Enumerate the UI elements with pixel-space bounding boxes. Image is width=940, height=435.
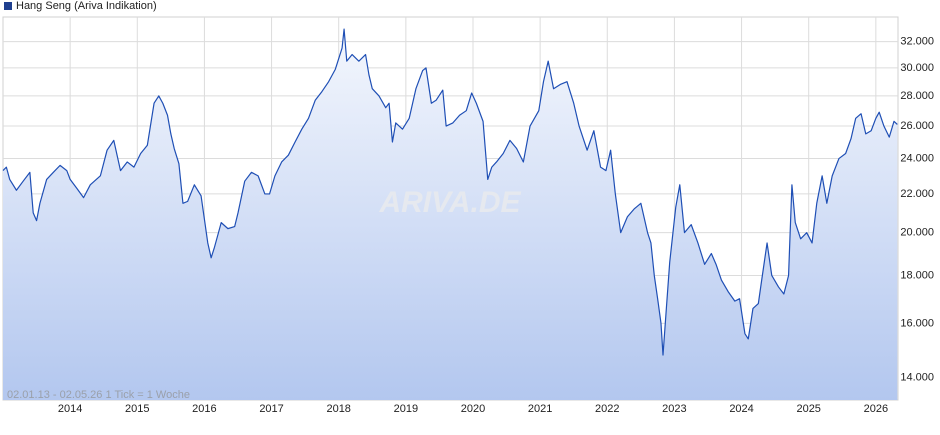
- date-range-note: 02.01.13 - 02.05.26 1 Tick = 1 Woche: [7, 389, 190, 401]
- x-tick-label: 2023: [662, 403, 686, 415]
- price-line: [2, 28, 898, 356]
- x-tick-label: 2021: [528, 403, 552, 415]
- y-tick-label: 30.000: [900, 62, 934, 74]
- x-tick-label: 2020: [461, 403, 485, 415]
- y-tick-label: 20.000: [900, 227, 934, 239]
- area-fill: [3, 29, 898, 400]
- y-tick-label: 28.000: [900, 90, 934, 102]
- x-tick-label: 2018: [326, 403, 350, 415]
- x-tick-label: 2026: [864, 403, 888, 415]
- y-tick-label: 16.000: [900, 317, 934, 329]
- y-tick-label: 24.000: [900, 152, 934, 164]
- y-tick-label: 22.000: [900, 188, 934, 200]
- watermark: ARIVA.DE: [378, 186, 521, 219]
- x-tick-label: 2017: [259, 403, 283, 415]
- x-tick-label: 2014: [58, 403, 82, 415]
- chart-title: Hang Seng (Ariva Indikation): [16, 0, 157, 12]
- x-tick-label: 2024: [729, 403, 753, 415]
- y-tick-label: 18.000: [900, 269, 934, 281]
- layer: [2, 17, 898, 400]
- x-tick-label: 2016: [192, 403, 216, 415]
- y-tick-label: 26.000: [900, 120, 934, 132]
- x-tick-label: 2015: [125, 403, 149, 415]
- x-tick-label: 2019: [394, 403, 418, 415]
- legend-swatch: [4, 2, 12, 10]
- x-tick-label: 2025: [796, 403, 820, 415]
- y-tick-label: 14.000: [900, 372, 934, 384]
- x-tick-label: 2022: [595, 403, 619, 415]
- y-tick-label: 32.000: [900, 36, 934, 48]
